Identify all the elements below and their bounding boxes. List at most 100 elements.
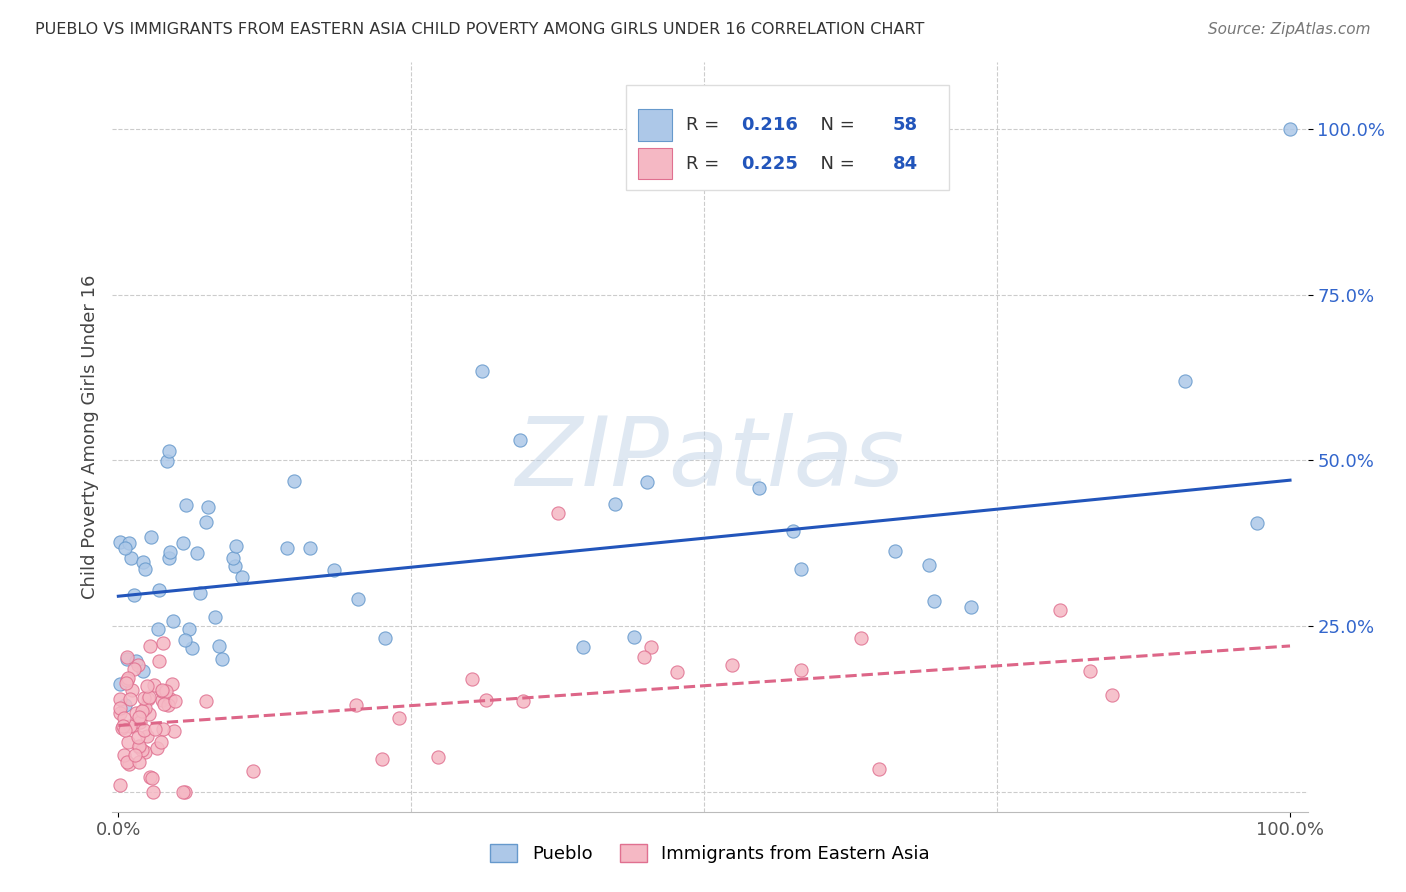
Text: ZIPatlas: ZIPatlas <box>516 413 904 506</box>
Text: Source: ZipAtlas.com: Source: ZipAtlas.com <box>1208 22 1371 37</box>
Point <box>146 741 169 756</box>
Point <box>134 562 156 576</box>
Point <box>134 723 156 738</box>
Point <box>117 671 139 685</box>
Point <box>181 640 204 655</box>
Point <box>115 756 138 770</box>
Point <box>346 591 368 606</box>
Point <box>142 785 165 799</box>
Point <box>177 622 200 636</box>
Point <box>112 747 135 762</box>
Point <box>108 692 131 706</box>
Point <box>114 541 136 555</box>
Point <box>131 704 153 718</box>
Point <box>132 691 155 706</box>
Point <box>960 600 983 615</box>
Point <box>150 682 173 697</box>
Point <box>475 692 498 706</box>
Point <box>145 722 167 736</box>
Point <box>869 762 891 776</box>
Point <box>114 698 136 713</box>
Point <box>125 706 148 720</box>
Point <box>134 745 156 759</box>
Point <box>128 715 150 730</box>
Point <box>159 692 181 706</box>
Point <box>108 706 131 721</box>
Point <box>188 586 211 600</box>
Point <box>640 640 662 654</box>
Text: 84: 84 <box>893 154 918 172</box>
Point <box>388 711 411 725</box>
Text: N =: N = <box>810 154 860 172</box>
Point <box>427 749 450 764</box>
Point <box>922 593 945 607</box>
Point <box>135 730 157 744</box>
Point <box>790 562 813 576</box>
Point <box>283 475 305 489</box>
Point <box>127 730 149 744</box>
Point <box>204 610 226 624</box>
Legend: Pueblo, Immigrants from Eastern Asia: Pueblo, Immigrants from Eastern Asia <box>484 837 936 870</box>
Point <box>370 752 392 766</box>
Point <box>748 481 770 495</box>
Point <box>163 723 186 738</box>
Text: R =: R = <box>686 154 725 172</box>
Point <box>111 722 134 736</box>
Point <box>148 622 170 636</box>
FancyBboxPatch shape <box>638 109 672 141</box>
Point <box>118 535 141 549</box>
Point <box>108 677 131 691</box>
Point <box>194 694 217 708</box>
Point <box>148 654 170 668</box>
Point <box>150 684 173 698</box>
Point <box>122 588 145 602</box>
Point <box>547 506 569 520</box>
Point <box>159 545 181 559</box>
Point <box>143 678 166 692</box>
Point <box>172 785 194 799</box>
Text: R =: R = <box>686 116 725 134</box>
Point <box>155 683 177 698</box>
Point <box>136 679 159 693</box>
Point <box>470 364 492 378</box>
Point <box>112 711 135 725</box>
Point <box>195 516 218 530</box>
Point <box>224 558 246 573</box>
Point <box>197 500 219 514</box>
Point <box>1080 665 1102 679</box>
Point <box>1279 121 1302 136</box>
Point <box>131 664 153 678</box>
Point <box>115 652 138 666</box>
Point <box>851 632 873 646</box>
Point <box>157 444 180 458</box>
FancyBboxPatch shape <box>627 85 949 190</box>
Text: 0.216: 0.216 <box>741 116 799 134</box>
Point <box>344 698 367 713</box>
Point <box>222 550 245 565</box>
Point <box>115 673 138 687</box>
Point <box>172 536 194 550</box>
Point <box>509 434 531 448</box>
Point <box>1246 516 1268 531</box>
Y-axis label: Child Poverty Among Girls Under 16: Child Poverty Among Girls Under 16 <box>80 275 98 599</box>
Point <box>231 570 253 584</box>
Point <box>128 739 150 753</box>
Point <box>623 630 645 644</box>
Point <box>174 498 197 512</box>
Point <box>156 698 179 712</box>
Point <box>118 692 141 706</box>
Point <box>460 672 482 686</box>
FancyBboxPatch shape <box>638 148 672 179</box>
Point <box>512 694 534 708</box>
Point <box>141 771 163 785</box>
Point <box>174 785 197 799</box>
Text: 58: 58 <box>893 116 918 134</box>
Point <box>152 722 174 736</box>
Point <box>782 524 804 538</box>
Point <box>572 640 595 655</box>
Point <box>918 558 941 572</box>
Point <box>118 718 141 732</box>
Point <box>108 778 131 792</box>
Point <box>124 748 146 763</box>
Point <box>242 764 264 778</box>
